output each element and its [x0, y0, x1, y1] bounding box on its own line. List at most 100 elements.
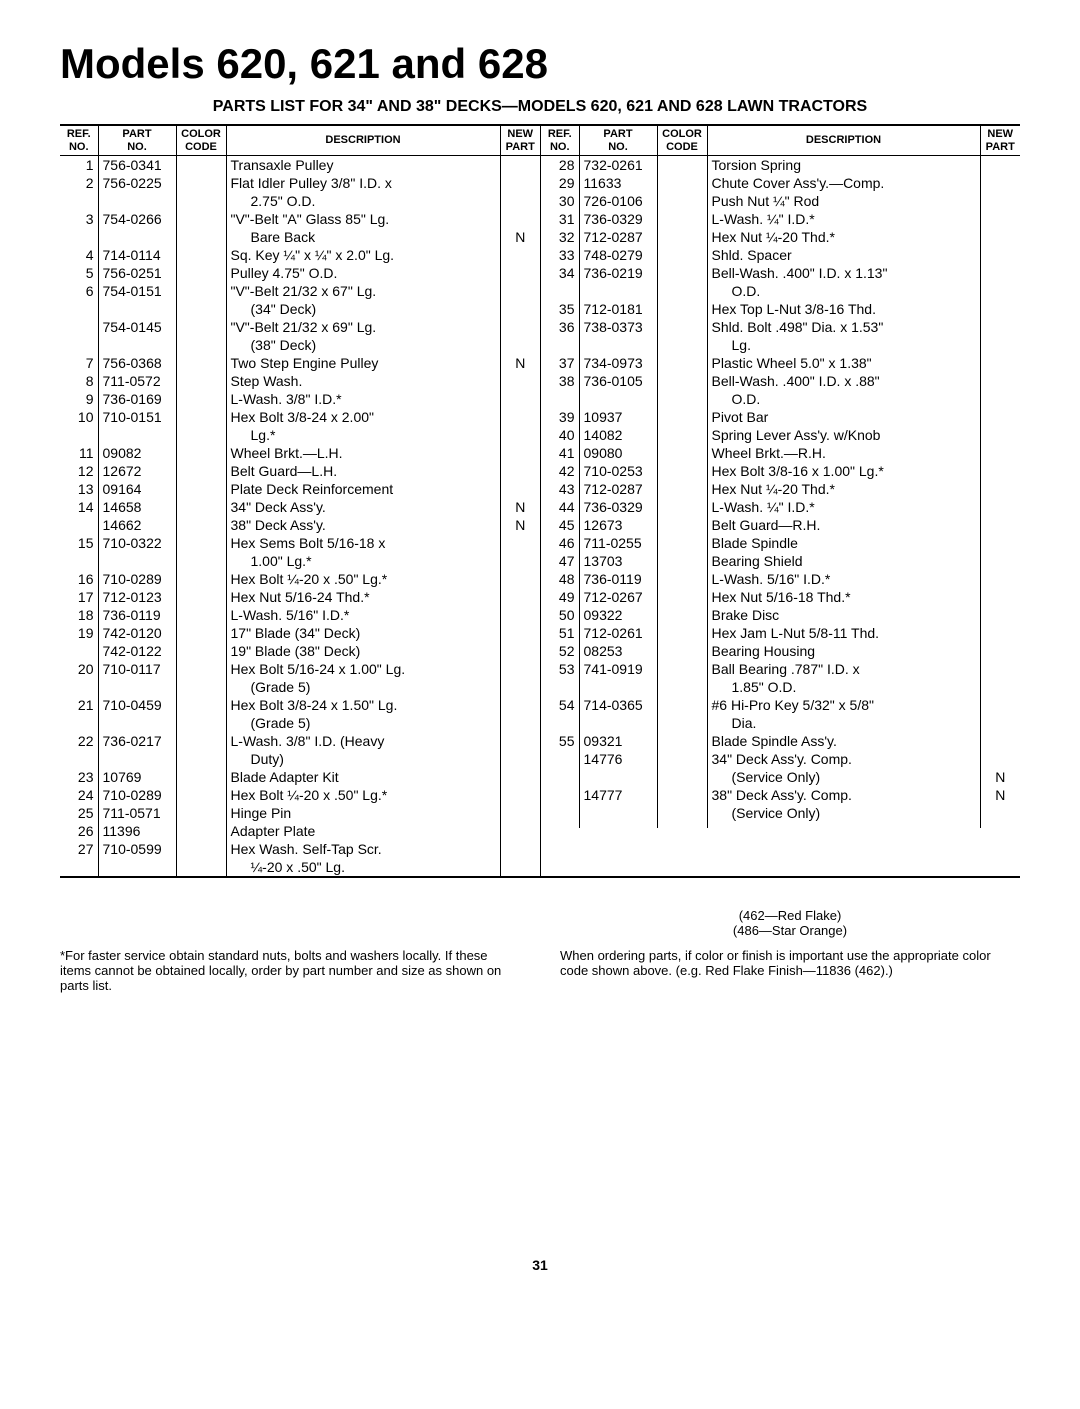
table-row: 34736-0219Bell-Wash. .400" I.D. x 1.13"	[541, 264, 1020, 282]
cell-new: N	[500, 354, 540, 372]
table-row: 27710-0599Hex Wash. Self-Tap Scr.	[60, 840, 540, 858]
cell-color	[176, 696, 226, 714]
cell-new	[500, 732, 540, 750]
cell-new	[980, 408, 1020, 426]
table-row: 1109082Wheel Brkt.—L.H.	[60, 444, 540, 462]
cell-ref: 45	[541, 516, 579, 534]
table-row: 2310769Blade Adapter Kit	[60, 768, 540, 786]
cell-ref: 51	[541, 624, 579, 642]
cell-desc: Bell-Wash. .400" I.D. x 1.13"	[707, 264, 980, 282]
cell-color	[657, 156, 707, 175]
cell-color	[657, 768, 707, 786]
cell-desc: Hex Bolt 5/16-24 x 1.00" Lg.	[226, 660, 500, 678]
cell-new	[980, 444, 1020, 462]
cell-color	[657, 372, 707, 390]
table-row: 53741-0919Ball Bearing .787" I.D. x	[541, 660, 1020, 678]
table-row: 21710-0459Hex Bolt 3/8-24 x 1.50" Lg.	[60, 696, 540, 714]
cell-part: 08253	[579, 642, 657, 660]
cell-color	[657, 804, 707, 822]
cell-ref: 52	[541, 642, 579, 660]
table-row: O.D.	[541, 282, 1020, 300]
cell-desc: Bell-Wash. .400" I.D. x .88"	[707, 372, 980, 390]
cell-color	[176, 714, 226, 732]
cell-desc: Wheel Brkt.—R.H.	[707, 444, 980, 462]
cell-new	[500, 552, 540, 570]
table-row: 49712-0267Hex Nut 5/16-18 Thd.*	[541, 588, 1020, 606]
cell-part: 756-0251	[98, 264, 176, 282]
cell-new	[980, 552, 1020, 570]
table-row: 2911633Chute Cover Ass'y.—Comp.	[541, 174, 1020, 192]
cell-ref	[541, 282, 579, 300]
cell-part	[579, 390, 657, 408]
cell-part: 742-0122	[98, 642, 176, 660]
cell-new	[980, 606, 1020, 624]
cell-ref: 29	[541, 174, 579, 192]
cell-part	[98, 228, 176, 246]
cell-new	[500, 660, 540, 678]
cell-new	[980, 282, 1020, 300]
cell-color	[176, 426, 226, 444]
cell-new	[980, 480, 1020, 498]
cell-ref: 1	[60, 156, 98, 175]
table-row: 3910937Pivot Bar	[541, 408, 1020, 426]
cell-color	[176, 588, 226, 606]
cell-ref: 46	[541, 534, 579, 552]
cell-part: 710-0459	[98, 696, 176, 714]
cell-new	[500, 822, 540, 840]
cell-desc: Plastic Wheel 5.0" x 1.38"	[707, 354, 980, 372]
cell-color	[176, 642, 226, 660]
table-row: 43712-0287Hex Nut ¼-20 Thd.*	[541, 480, 1020, 498]
cell-new	[500, 750, 540, 768]
cell-desc: Lg.	[707, 336, 980, 354]
cell-color	[176, 174, 226, 192]
cell-new	[980, 354, 1020, 372]
cell-ref: 33	[541, 246, 579, 264]
cell-new	[500, 444, 540, 462]
cell-color	[657, 552, 707, 570]
cell-new: N	[980, 786, 1020, 804]
cell-desc: 1.00" Lg.*	[226, 552, 500, 570]
cell-new: N	[500, 498, 540, 516]
cell-new	[980, 642, 1020, 660]
cell-ref: 11	[60, 444, 98, 462]
cell-ref: 55	[541, 732, 579, 750]
cell-ref: 53	[541, 660, 579, 678]
th-ref: REF.NO.	[60, 126, 98, 156]
cell-new	[980, 192, 1020, 210]
cell-color	[657, 354, 707, 372]
cell-desc: 34" Deck Ass'y.	[226, 498, 500, 516]
cell-ref: 44	[541, 498, 579, 516]
cell-color	[176, 678, 226, 696]
cell-part: 711-0255	[579, 534, 657, 552]
cell-desc: Hex Wash. Self-Tap Scr.	[226, 840, 500, 858]
table-row: 33748-0279Shld. Spacer	[541, 246, 1020, 264]
cell-color	[657, 696, 707, 714]
cell-desc: Blade Spindle Ass'y.	[707, 732, 980, 750]
table-row: 37734-0973Plastic Wheel 5.0" x 1.38"	[541, 354, 1020, 372]
cell-part	[98, 426, 176, 444]
cell-new: N	[500, 228, 540, 246]
cell-ref: 36	[541, 318, 579, 336]
parts-table-right: REF.NO. PARTNO. COLORCODE DESCRIPTION NE…	[540, 126, 1020, 876]
table-row: 24710-0289Hex Bolt ¼-20 x .50" Lg.*	[60, 786, 540, 804]
table-row: 9736-0169L-Wash. 3/8" I.D.*	[60, 390, 540, 408]
cell-part: 710-0599	[98, 840, 176, 858]
cell-part: 714-0114	[98, 246, 176, 264]
cell-part: 14658	[98, 498, 176, 516]
table-row: 30726-0106Push Nut ¼" Rod	[541, 192, 1020, 210]
cell-part	[579, 826, 657, 828]
table-row: (34" Deck)	[60, 300, 540, 318]
cell-new	[500, 624, 540, 642]
footnote-left: *For faster service obtain standard nuts…	[60, 948, 520, 993]
cell-ref	[60, 336, 98, 354]
cell-ref: 12	[60, 462, 98, 480]
cell-part: 11633	[579, 174, 657, 192]
table-row: 4014082Spring Lever Ass'y. w/Knob	[541, 426, 1020, 444]
cell-ref: 17	[60, 588, 98, 606]
table-row: 4714-0114Sq. Key ¼" x ¼" x 2.0" Lg.	[60, 246, 540, 264]
cell-desc: Shld. Bolt .498" Dia. x 1.53"	[707, 318, 980, 336]
cell-desc: Two Step Engine Pulley	[226, 354, 500, 372]
page-title: Models 620, 621 and 628	[60, 40, 1020, 88]
th-ref: REF.NO.	[541, 126, 579, 156]
parts-table-left: REF.NO. PARTNO. COLORCODE DESCRIPTION NE…	[60, 126, 540, 876]
